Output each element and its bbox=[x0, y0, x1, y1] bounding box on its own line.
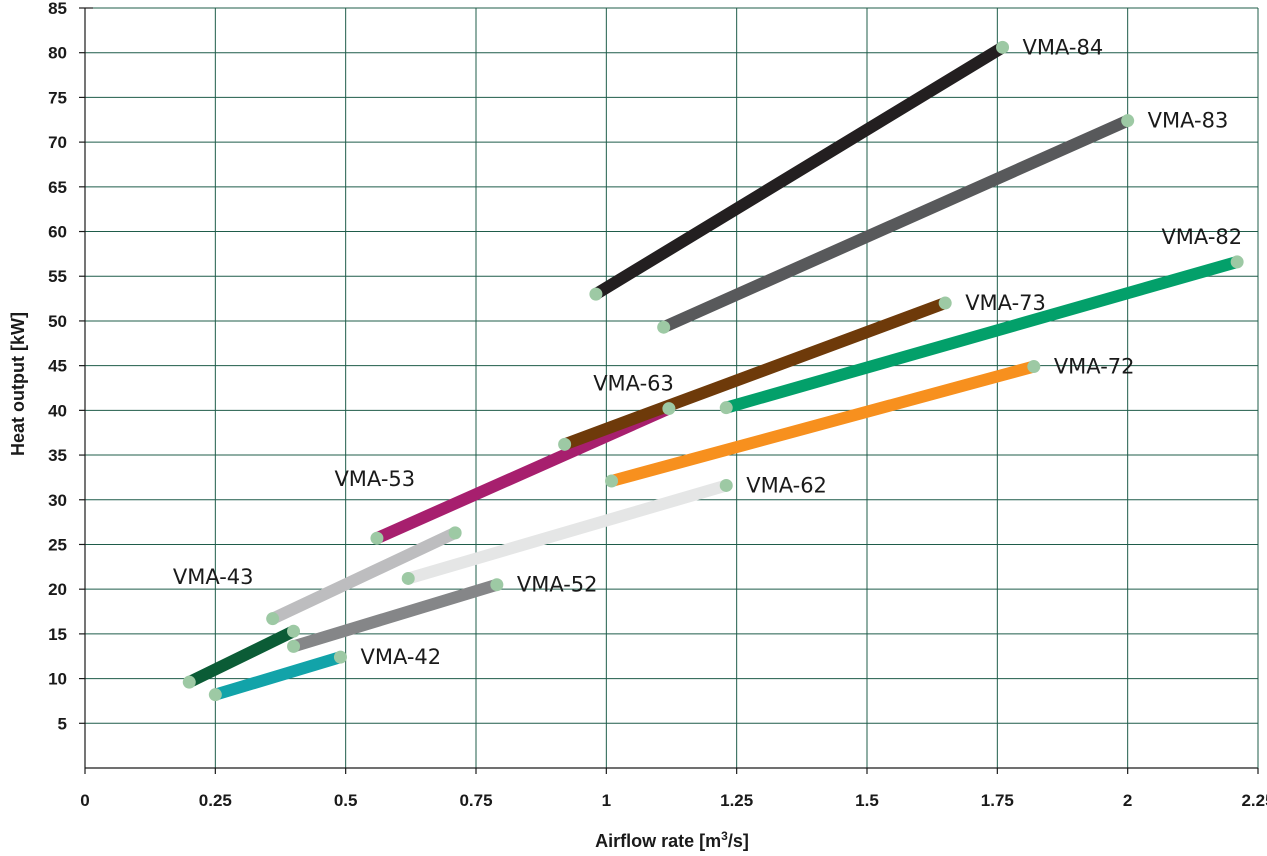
y-tick-label: 40 bbox=[48, 401, 67, 420]
data-point-vma-43-1 bbox=[287, 624, 301, 638]
y-tick-label: 25 bbox=[48, 535, 67, 554]
y-tick-label: 55 bbox=[48, 267, 67, 286]
series-label-vma-73: VMA-73 bbox=[965, 291, 1046, 315]
data-point-vma-52-0 bbox=[287, 639, 301, 653]
y-tick-label: 75 bbox=[48, 88, 67, 107]
y-tick-label: 5 bbox=[58, 714, 67, 733]
x-tick-label: 1.75 bbox=[981, 791, 1014, 810]
series-label-vma-53: VMA-53 bbox=[334, 467, 415, 491]
series-label-vma-83: VMA-83 bbox=[1148, 109, 1229, 133]
y-tick-label: 70 bbox=[48, 133, 67, 152]
data-point-vma-42-1 bbox=[333, 650, 347, 664]
data-point-vma-82-1 bbox=[1230, 255, 1244, 269]
data-point-vma-63-1 bbox=[662, 402, 676, 416]
series-markers bbox=[182, 40, 1244, 702]
data-point-vma-83-0 bbox=[657, 320, 671, 334]
data-point-vma-53-0 bbox=[266, 612, 280, 626]
series-label-vma-42: VMA-42 bbox=[360, 645, 441, 669]
data-point-vma-84-0 bbox=[589, 287, 603, 301]
x-tick-label: 1 bbox=[602, 791, 611, 810]
x-tick-label: 0.5 bbox=[334, 791, 358, 810]
series-line-vma-63 bbox=[370, 402, 675, 545]
data-point-vma-82-0 bbox=[719, 401, 733, 415]
data-point-vma-63-0 bbox=[370, 531, 384, 545]
data-point-vma-43-0 bbox=[182, 675, 196, 689]
x-tick-label: 0.75 bbox=[459, 791, 492, 810]
series-line-vma-73 bbox=[558, 297, 952, 451]
plot-frame bbox=[79, 7, 1259, 774]
data-point-vma-72-0 bbox=[605, 474, 619, 488]
data-point-vma-62-0 bbox=[401, 571, 415, 585]
series-line-vma-72 bbox=[605, 360, 1040, 487]
data-point-vma-53-1 bbox=[448, 526, 462, 540]
data-point-vma-72-1 bbox=[1027, 360, 1041, 374]
series-label-vma-52: VMA-52 bbox=[517, 573, 598, 597]
x-tick-label: 0.25 bbox=[199, 791, 232, 810]
x-axis-title: Airflow rate [m3/s] bbox=[595, 829, 749, 851]
y-tick-label: 30 bbox=[48, 491, 67, 510]
data-point-vma-42-0 bbox=[208, 688, 222, 702]
series-label-vma-82: VMA-82 bbox=[1161, 225, 1242, 249]
y-tick-label: 65 bbox=[48, 178, 67, 197]
x-tick-label: 1.25 bbox=[720, 791, 753, 810]
y-axis-title: Heat output [kW] bbox=[8, 312, 28, 456]
y-tick-label: 10 bbox=[48, 670, 67, 689]
series-line-vma-84 bbox=[589, 41, 1009, 301]
series-line-vma-83 bbox=[657, 114, 1134, 334]
y-tick-label: 80 bbox=[48, 44, 67, 63]
x-axis-tick-labels: 0 0.25 0.5 0.75 1 1.25 1.5 1.75 2 2.25 bbox=[80, 791, 1267, 810]
x-tick-label: 0 bbox=[80, 791, 89, 810]
y-tick-label: 35 bbox=[48, 446, 67, 465]
series-lines bbox=[183, 41, 1244, 701]
series-line-vma-82 bbox=[720, 255, 1244, 414]
data-point-vma-84-1 bbox=[996, 40, 1010, 54]
data-point-vma-83-1 bbox=[1121, 114, 1135, 128]
data-point-vma-73-0 bbox=[558, 437, 572, 451]
series-line-vma-62 bbox=[402, 479, 733, 585]
y-tick-label: 50 bbox=[48, 312, 67, 331]
y-axis-tick-labels: 5 10 15 20 25 30 35 40 45 50 55 60 65 70 75 80 85 bbox=[48, 0, 67, 733]
series-label-vma-72: VMA-72 bbox=[1054, 355, 1135, 379]
y-tick-label: 85 bbox=[48, 0, 67, 18]
y-tick-label: 15 bbox=[48, 625, 67, 644]
series-line-vma-42 bbox=[209, 651, 347, 701]
series-label-vma-43: VMA-43 bbox=[173, 565, 254, 589]
data-point-vma-52-1 bbox=[490, 578, 504, 592]
series-label-vma-62: VMA-62 bbox=[746, 473, 827, 497]
x-tick-label: 2 bbox=[1123, 791, 1132, 810]
series-line-vma-53 bbox=[266, 526, 462, 625]
series-line-vma-43 bbox=[183, 625, 300, 689]
series-label-vma-84: VMA-84 bbox=[1023, 35, 1104, 59]
data-point-vma-73-1 bbox=[938, 296, 952, 310]
y-tick-label: 45 bbox=[48, 357, 67, 376]
data-point-vma-62-1 bbox=[719, 478, 733, 492]
series-line-vma-52 bbox=[287, 578, 503, 653]
y-tick-label: 20 bbox=[48, 580, 67, 599]
y-tick-label: 60 bbox=[48, 223, 67, 242]
x-tick-label: 1.5 bbox=[855, 791, 879, 810]
x-tick-label: 2.25 bbox=[1241, 791, 1267, 810]
series-label-vma-63: VMA-63 bbox=[593, 372, 674, 396]
series-labels: VMA-42 VMA-43 VMA-52 VMA-53 VMA-62 VMA-63 VMA-… bbox=[173, 35, 1242, 669]
